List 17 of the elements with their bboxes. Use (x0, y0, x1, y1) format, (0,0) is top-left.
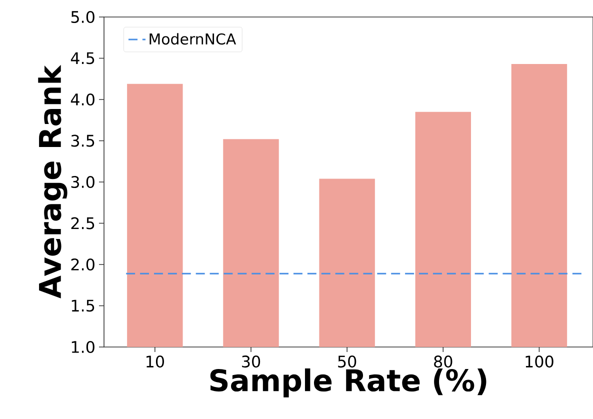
x-tick-label: 50 (338, 356, 356, 368)
y-tick-label: 5.0 (71, 10, 94, 24)
y-tick-label: 4.5 (70, 52, 94, 64)
x-tick-label: 10 (146, 356, 164, 368)
y-tick-label: 1.0 (72, 340, 94, 354)
x-tick-label: 100 (526, 356, 554, 368)
y-tick-label: 2.5 (71, 217, 94, 230)
x-tick-label: 80 (434, 356, 452, 368)
y-tick-label: 3.5 (71, 134, 94, 147)
legend-label: ModernNCA (150, 33, 236, 45)
y-tick-label: 2.0 (71, 258, 94, 271)
y-tick-label: 3.0 (71, 176, 94, 188)
y-axis-title: Average Rank (38, 64, 68, 298)
y-tick-label: 1.5 (72, 300, 94, 312)
x-axis-title: Sample Rate (%) (210, 368, 486, 398)
x-tick-label: 30 (242, 356, 260, 368)
y-tick-label: 4.0 (70, 93, 94, 106)
